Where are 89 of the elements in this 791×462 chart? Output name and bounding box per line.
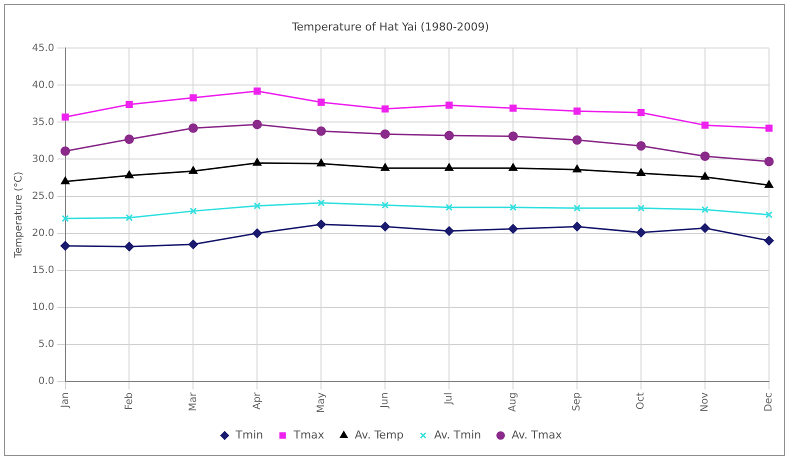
chart-title: Temperature of Hat Yai (1980-2009) [290,20,490,34]
point [252,228,262,238]
point [444,226,454,236]
x-tick-label: Oct [636,392,647,410]
point [572,164,582,172]
point [126,100,133,108]
point [444,130,454,140]
point [190,207,197,215]
point [508,132,518,142]
legend-label: Tmin [234,428,264,442]
y-tick-label: 30.0 [32,154,54,165]
point [446,102,453,109]
point [637,109,645,116]
point [380,222,390,232]
point [62,214,69,222]
point [382,202,389,209]
x-tick-label: May [316,392,327,414]
point [189,166,198,174]
legend-label: Av. Tmax [512,428,562,442]
point [508,163,518,171]
x-tick-label: Dec [764,392,775,412]
point [572,135,582,145]
legend-label: Tmax [292,428,325,442]
point [125,170,134,178]
point [701,122,709,129]
x-tick-label: Jun [380,392,391,409]
point [318,199,325,206]
y-tick-label: 40.0 [32,80,54,91]
point [60,241,70,251]
x-tick-label: Mar [188,391,199,412]
point [254,202,261,210]
point [382,105,389,112]
point [572,222,582,232]
point [126,214,133,222]
point [637,204,645,212]
point [190,94,197,102]
point [701,206,709,214]
point [60,146,70,156]
point [765,124,773,132]
point [316,220,326,230]
x-tick-label: Feb [124,392,135,410]
point [252,158,262,166]
point [188,123,198,133]
point [252,120,262,130]
y-tick-label: 10.0 [32,302,54,313]
y-tick-label: 35.0 [32,116,54,128]
point [380,129,390,139]
y-tick-label: 20.0 [32,228,54,239]
point [636,228,646,238]
point [124,134,134,144]
point [62,113,69,121]
point [636,168,646,176]
y-tick-label: 45.0 [32,42,54,54]
point [510,204,517,211]
legend-label: Av. Tmin [434,428,482,442]
x-tick-label: Sep [572,392,583,412]
point [188,240,198,250]
point [573,204,581,212]
point [444,163,454,171]
point [380,163,390,171]
point [124,242,134,252]
point [700,172,710,180]
point [510,104,517,112]
x-tick-label: Apr [252,391,263,410]
point [700,152,710,162]
point [316,126,326,136]
point [61,176,70,184]
point [764,236,774,246]
point [318,98,325,106]
y-tick-label: 0.0 [38,376,54,387]
y-tick-label: 15.0 [32,264,54,276]
x-tick-label: Jan [60,392,71,409]
point [573,108,581,115]
x-tick-label: Aug [508,392,519,412]
legend-label: Av. Temp [354,428,404,442]
point [254,88,261,95]
point [508,224,518,234]
x-tick-label: Jul [444,392,455,406]
point [764,180,774,188]
point [316,158,326,166]
point [636,141,646,151]
point [765,211,773,218]
x-tick-label: Nov [700,392,711,412]
y-axis-title: Temperature (°C) [14,172,25,259]
point [764,156,774,166]
point [700,223,710,233]
y-tick-label: 25.0 [32,190,54,202]
point [446,204,453,211]
y-tick-label: 5.0 [38,338,54,350]
